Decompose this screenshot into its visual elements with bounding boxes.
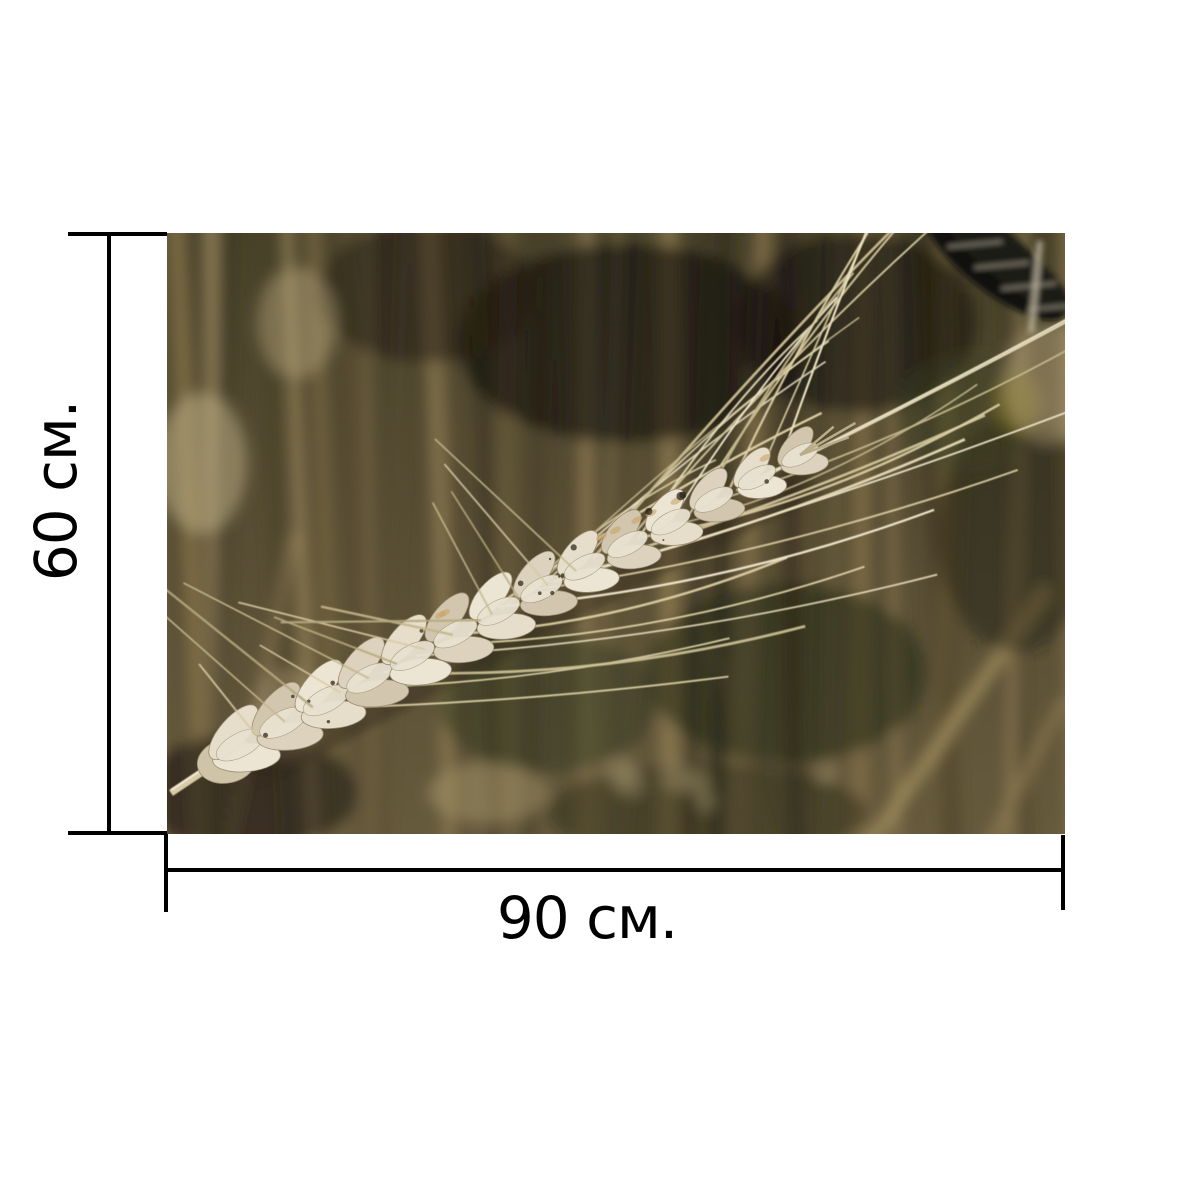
wheat-ear-scene	[167, 233, 1065, 834]
height-dimension-tick-bottom	[68, 831, 167, 835]
height-dimension-line	[107, 233, 111, 833]
width-dimension-line	[166, 868, 1064, 872]
height-label: 60 см.	[22, 400, 90, 582]
width-label: 90 см.	[496, 884, 678, 952]
wheat-ear-photo	[167, 233, 1065, 834]
height-dimension-tick-top	[68, 232, 167, 236]
width-dimension-tick-right	[1061, 835, 1065, 910]
width-dimension-tick-left	[164, 834, 168, 912]
